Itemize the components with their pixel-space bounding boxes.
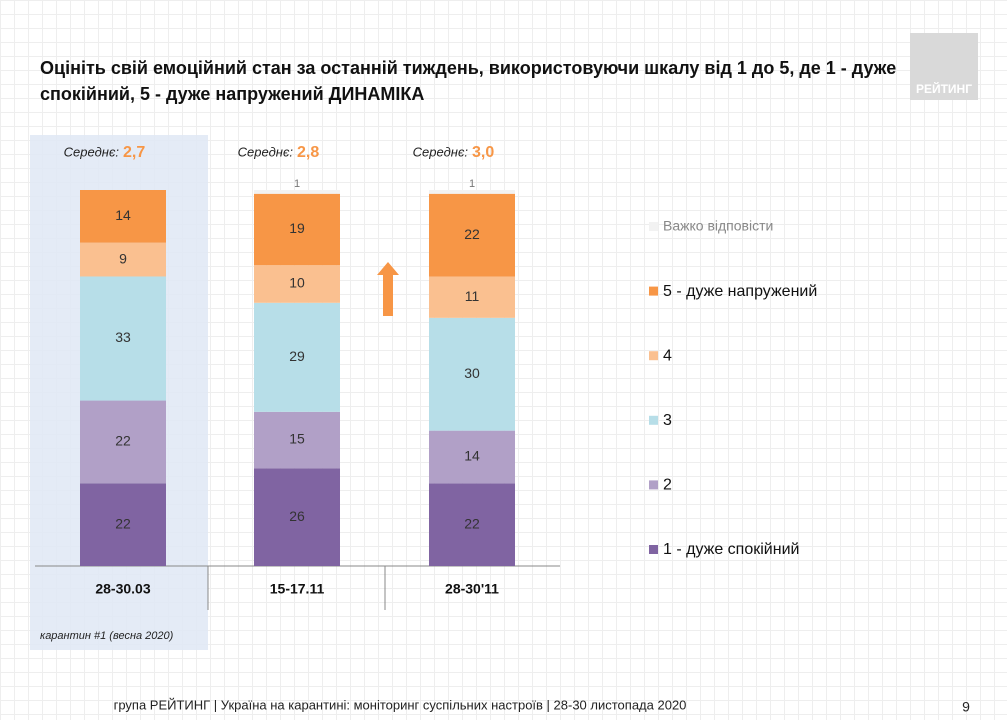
legend-label: Важко відповісти	[663, 218, 773, 234]
legend-label: 4	[663, 347, 672, 364]
legend-marker	[649, 545, 658, 554]
data-label: 22	[115, 433, 131, 449]
footer: група РЕЙТИНГ | Україна на карантині: мо…	[114, 697, 687, 712]
bar-segment	[254, 265, 340, 303]
data-label: 14	[115, 207, 131, 223]
legend-label: 1 - дуже спокійний	[663, 541, 799, 558]
mean-value: 2,8	[297, 144, 319, 161]
x-tick-label: 28-30.03	[95, 581, 150, 597]
logo: РЕЙТИНГ	[916, 81, 972, 96]
data-label: 15	[289, 431, 305, 447]
data-label: 22	[464, 226, 480, 242]
annotation: карантин #1 (весна 2020)	[40, 630, 174, 642]
mean-label: Середнє:	[413, 144, 469, 159]
data-label: 30	[464, 365, 480, 381]
data-label: 1	[294, 178, 300, 190]
bar-segment	[429, 317, 515, 431]
data-label: 14	[464, 448, 480, 464]
data-label: 29	[289, 348, 305, 364]
mean-value: 3,0	[472, 144, 494, 161]
title: Оцініть свій емоційний стан за останній …	[40, 58, 897, 104]
logo-box	[910, 33, 978, 100]
bar-segment	[254, 190, 340, 194]
bar-segment	[80, 276, 166, 401]
bar-segment	[80, 190, 166, 243]
x-tick-label: 28-30'11	[445, 581, 499, 597]
legend-label: 2	[663, 477, 672, 494]
bar-segment	[80, 483, 166, 566]
bar-segment	[429, 430, 515, 484]
data-label: 33	[115, 329, 131, 345]
bar-segment	[429, 276, 515, 318]
bar-segment	[429, 190, 515, 194]
data-label: 22	[464, 515, 480, 531]
bar-segment	[254, 302, 340, 412]
legend-marker	[649, 415, 658, 425]
bar-segment	[429, 193, 515, 277]
up-arrow	[377, 262, 399, 316]
bar-segment	[254, 411, 340, 469]
legend-label: 3	[663, 412, 672, 429]
data-label: 26	[289, 508, 305, 524]
bar-segment	[254, 193, 340, 266]
data-label: 9	[119, 250, 127, 266]
data-label: 19	[289, 220, 305, 236]
bar-segment	[429, 483, 515, 566]
legend-marker	[649, 480, 658, 490]
legend-marker	[649, 351, 658, 361]
data-label: 22	[115, 515, 131, 531]
mean-label: Середнє:	[238, 144, 294, 159]
legend-marker	[649, 286, 658, 296]
data-label: 11	[465, 288, 480, 304]
page-number: 9	[962, 699, 970, 715]
bar-segment	[80, 400, 166, 484]
data-label: 10	[289, 275, 305, 291]
data-label: 1	[469, 178, 475, 190]
legend-marker	[649, 222, 658, 231]
mean-value: 2,7	[123, 144, 145, 161]
legend-label: 5 - дуже напружений	[663, 283, 817, 300]
bar-segment	[254, 468, 340, 566]
bar-segment	[80, 242, 166, 277]
x-tick-label: 15-17.11	[270, 581, 325, 597]
mean-label: Середнє:	[64, 144, 120, 159]
